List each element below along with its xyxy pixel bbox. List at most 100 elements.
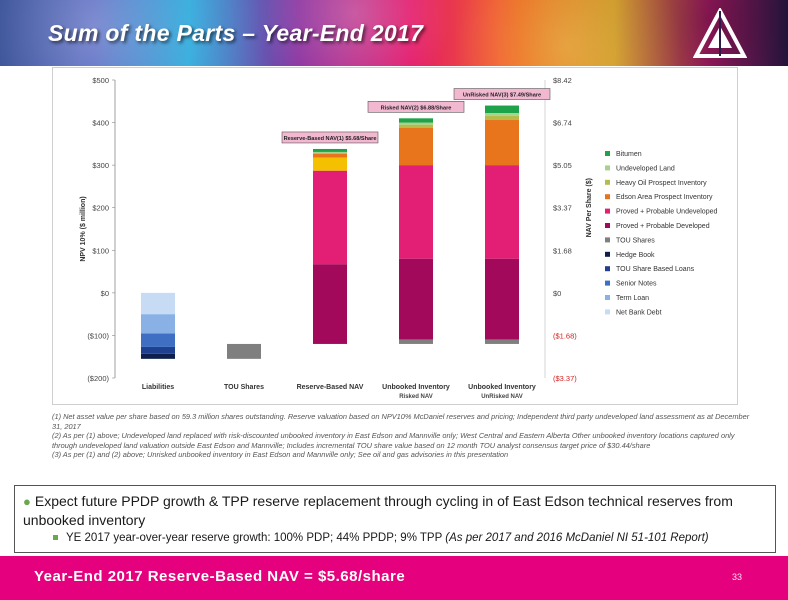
bullet-square-icon: [53, 535, 58, 541]
y-tick-label: $300: [92, 161, 109, 170]
nav-label-box: [367, 101, 465, 113]
right-tick-label: $3.37: [553, 204, 572, 213]
bar-segment: [485, 105, 519, 114]
legend-swatch: [605, 295, 610, 300]
y-tick-label: $200: [92, 204, 109, 213]
bar-segment: [141, 353, 175, 359]
legend-swatch: [605, 266, 610, 272]
right-tick-label: $8.42: [553, 76, 572, 85]
legend-label: Undeveloped Land: [616, 165, 675, 172]
bar-segment: [141, 314, 175, 334]
legend-label: Senior Notes: [616, 281, 657, 288]
x-tick-label: TOU Shares: [224, 384, 264, 391]
sub-bullet: YE 2017 year-over-year reserve growth: 1…: [53, 532, 709, 544]
bullet-dot-icon: ●: [23, 494, 31, 509]
y-tick-label: ($200): [87, 374, 109, 383]
right-tick-label: $1.68: [553, 246, 572, 255]
legend-swatch: [605, 179, 610, 185]
bar-segment: [227, 343, 261, 359]
legend-label: Hedge Book: [616, 252, 655, 259]
sub-bullet-text: YE 2017 year-over-year reserve growth: 1…: [66, 532, 446, 544]
bar-segment: [313, 170, 347, 265]
footnote-3: (3) As per (1) and (2) above; Unrisked u…: [52, 450, 509, 460]
x-tick-label: Unbooked Inventory: [382, 384, 450, 391]
bar-segment: [485, 115, 519, 121]
y-tick-label: ($100): [87, 331, 109, 340]
nav-label-text: Risked NAV(2) $6.88/Share: [381, 105, 452, 111]
key-message-box: ● Expect future PPDP growth & TPP reserve…: [14, 485, 776, 553]
legend-label: Term Loan: [616, 295, 649, 302]
bar-segment: [485, 339, 519, 344]
bar-segment: [141, 346, 175, 354]
legend-swatch: [605, 309, 610, 315]
footnotes: (1) Net asset value per share based on 5…: [52, 412, 752, 460]
legend-label: TOU Shares: [616, 237, 655, 244]
page-title: Sum of the Parts – Year-End 2017: [48, 20, 424, 46]
legend-label: Bitumen: [616, 151, 642, 158]
right-tick-label: $5.05: [553, 161, 572, 170]
legend-swatch: [605, 208, 610, 214]
legend-label: Net Bank Debt: [616, 309, 662, 316]
company-logo: [693, 8, 747, 58]
legend-label: Edson Area Prospect Inventory: [616, 194, 713, 201]
legend-swatch: [605, 223, 610, 228]
x-tick-label: Unbooked Inventory: [468, 384, 536, 391]
legend-label: Proved + Probable Undeveloped: [616, 209, 717, 216]
sub-bullet-source: (As per 2017 and 2016 McDaniel NI 51-101…: [445, 532, 709, 544]
legend-swatch: [605, 280, 610, 286]
bar-segment: [313, 148, 347, 152]
nav-label-box: [281, 131, 379, 144]
bar-segment: [485, 165, 519, 259]
legend-label: TOU Share Based Loans: [616, 266, 695, 273]
right-tick-label: ($1.68): [553, 331, 577, 340]
legend-swatch: [605, 165, 610, 171]
y-axis-title: NPV 10% ($ million): [80, 196, 87, 261]
bar-segment: [399, 339, 433, 344]
footer-bar: Year-End 2017 Reserve-Based NAV = $5.68/…: [0, 556, 788, 600]
bar-segment: [485, 120, 519, 166]
bar-segment: [141, 292, 175, 315]
bar-segment: [313, 264, 347, 344]
x-tick-label: Reserve-Based NAV: [297, 384, 364, 391]
bar-segment: [313, 157, 347, 171]
bar-segment: [313, 151, 347, 154]
legend-label: Proved + Probable Developed: [616, 223, 710, 230]
bar-segment: [485, 258, 519, 340]
right-axis-title: NAV Per Share ($): [586, 178, 593, 237]
main-bullet-text: Expect future PPDP growth & TPP reserve …: [23, 493, 733, 528]
banner-pattern: [0, 0, 788, 66]
y-tick-label: $500: [92, 76, 109, 85]
legend-swatch: [605, 151, 610, 156]
footer-headline: Year-End 2017 Reserve-Based NAV = $5.68/…: [34, 568, 406, 585]
bar-segment: [399, 122, 433, 125]
bar-segment: [313, 153, 347, 158]
bar-segment: [399, 124, 433, 128]
bar-segment: [485, 113, 519, 116]
legend-swatch: [605, 194, 610, 200]
legend-label: Heavy Oil Prospect Inventory: [616, 180, 707, 187]
x-tick-sublabel: UnRisked NAV: [481, 394, 523, 400]
chart-area: $500 $400 $300 $200 $100 $0 ($100) ($200) NPV 10…: [52, 67, 738, 405]
footnote-1: (1) Net asset value per share based on 5…: [52, 412, 750, 431]
bar-segment: [399, 127, 433, 166]
y-tick-label: $400: [92, 119, 109, 128]
y-tick-label: $100: [92, 246, 109, 255]
page-number: 33: [732, 572, 743, 582]
x-tick-sublabel: Risked NAV: [399, 394, 433, 400]
x-tick-label: Liabilities: [142, 384, 174, 391]
sum-of-parts-chart: $500 $400 $300 $200 $100 $0 ($100) ($200) NPV 10…: [80, 76, 717, 400]
legend-swatch: [605, 237, 610, 243]
right-tick-label: $0: [553, 289, 561, 298]
footnote-2: (2) As per (1) above; Undeveloped land r…: [52, 431, 735, 450]
main-bullet: ● Expect future PPDP growth & TPP reserve…: [23, 492, 763, 530]
legend-swatch: [605, 251, 610, 257]
right-tick-label: $6.74: [553, 119, 572, 128]
right-tick-label: ($3.37): [553, 374, 577, 383]
nav-label-box: [453, 88, 551, 100]
bar-segment: [399, 258, 433, 340]
nav-label-text: UnRisked NAV(3) $7.49/Share: [463, 93, 541, 99]
nav-label-text: Reserve-Based NAV(1) $5.68/Share: [284, 136, 377, 142]
y-tick-label: $0: [101, 289, 109, 298]
bar-segment: [399, 118, 433, 123]
header-banner: Sum of the Parts – Year-End 2017: [0, 0, 788, 66]
